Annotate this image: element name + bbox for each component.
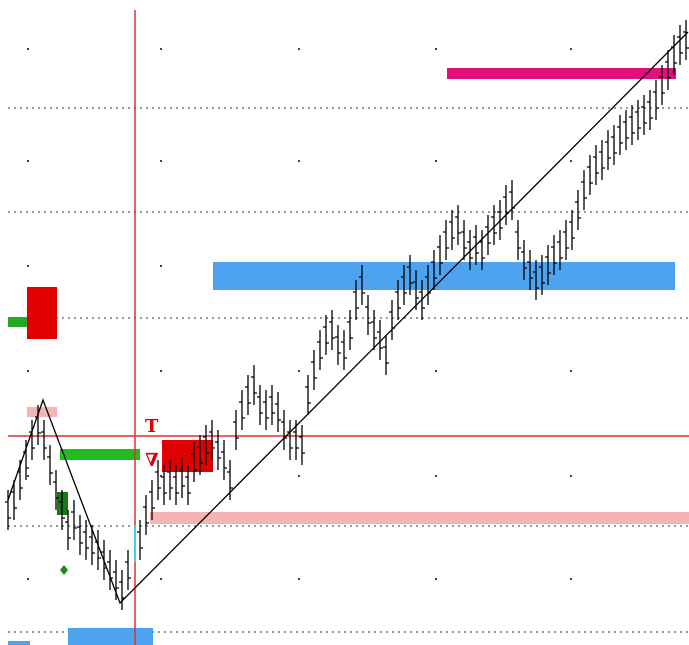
zone-pink: [150, 512, 689, 524]
grid-dot: [435, 160, 437, 162]
trend-line: [7, 31, 689, 605]
grid-dot: [27, 265, 29, 267]
grid-dot: [298, 48, 300, 50]
grid-dot: [160, 48, 162, 50]
grid-dot: [570, 370, 572, 372]
diamond-marker: [60, 565, 68, 575]
grid-dot: [27, 370, 29, 372]
grid-dot: [27, 48, 29, 50]
zone-pink: [27, 407, 57, 417]
grid-dot: [160, 265, 162, 267]
grid-dot: [435, 370, 437, 372]
grid-dot: [298, 160, 300, 162]
price-bars: [5, 20, 689, 610]
zone-green: [8, 317, 27, 327]
grid-dot: [570, 160, 572, 162]
zone-blue: [213, 262, 675, 290]
grid-dot: [27, 160, 29, 162]
target-marker: T: [145, 416, 159, 437]
grid-dot: [27, 475, 29, 477]
grid-dot: [435, 48, 437, 50]
grid-dot: [160, 370, 162, 372]
zone-red: [27, 287, 57, 339]
zone-blue: [68, 628, 153, 645]
grid-dot: [160, 578, 162, 580]
grid-dot: [570, 48, 572, 50]
zone-magenta: [447, 68, 676, 79]
grid-dot: [570, 578, 572, 580]
grid-dot: [298, 475, 300, 477]
grid-dot: [435, 475, 437, 477]
stop-marker: ∇: [145, 450, 159, 471]
grid-dot: [435, 578, 437, 580]
grid-dots: [27, 48, 572, 580]
grid-dot: [27, 578, 29, 580]
grid-dot: [298, 578, 300, 580]
grid-dot: [160, 475, 162, 477]
grid-dot: [298, 370, 300, 372]
zone-blue: [8, 641, 30, 645]
zone-green: [60, 449, 140, 460]
grid-dot: [160, 160, 162, 162]
grid-dot: [570, 475, 572, 477]
